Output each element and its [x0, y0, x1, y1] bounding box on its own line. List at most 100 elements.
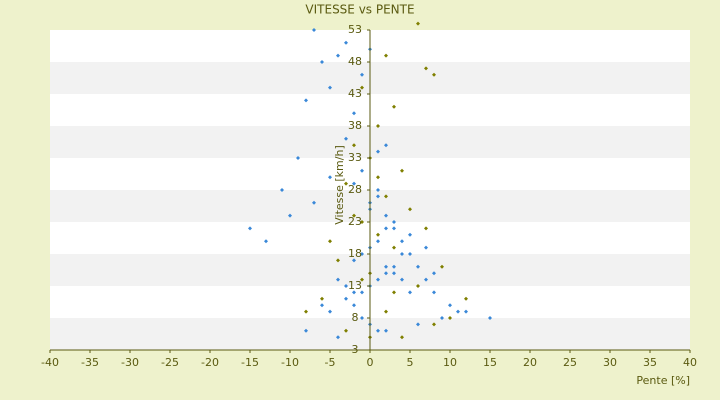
x-tick-label: 15: [483, 356, 497, 369]
point: [424, 277, 428, 282]
point: [352, 213, 356, 218]
x-tick-label: 25: [563, 356, 577, 369]
point: [392, 104, 396, 109]
point: [344, 328, 348, 333]
point: [416, 21, 420, 26]
x-tick-label: 30: [603, 356, 617, 369]
point: [248, 226, 252, 231]
point: [376, 124, 380, 128]
point: [416, 264, 420, 269]
x-tick-label: -25: [161, 356, 179, 369]
point: [432, 290, 436, 295]
y-tick-label: 28: [348, 183, 362, 196]
point: [384, 226, 388, 231]
point: [360, 220, 364, 224]
point: [392, 264, 396, 269]
y-axis-title: Vitesse [km/h]: [333, 145, 346, 225]
point: [392, 290, 396, 295]
point: [376, 149, 380, 154]
point: [408, 232, 412, 237]
point: [424, 226, 428, 231]
point: [352, 290, 356, 295]
point: [344, 136, 348, 141]
chart-title: VITESSE vs PENTE: [305, 3, 414, 17]
point: [464, 309, 468, 314]
point: [304, 98, 308, 103]
point: [408, 252, 412, 256]
point: [448, 303, 452, 308]
x-tick-label: -40: [41, 356, 59, 369]
point: [456, 309, 460, 314]
point: [360, 85, 364, 90]
point: [344, 40, 348, 45]
point: [408, 207, 412, 212]
y-tick-label: 23: [348, 215, 362, 228]
point: [264, 239, 268, 244]
y-tick-label: 53: [348, 23, 362, 36]
point: [360, 72, 364, 77]
point: [376, 188, 380, 192]
point: [432, 322, 436, 327]
y-tick-label: 33: [348, 151, 362, 164]
point: [376, 328, 380, 333]
point: [392, 271, 396, 276]
x-tick-label: -35: [81, 356, 99, 369]
point: [288, 213, 292, 218]
point: [424, 66, 428, 71]
point: [416, 322, 420, 327]
y-tick-label: 3: [352, 343, 359, 356]
point: [328, 309, 332, 314]
point: [360, 168, 364, 173]
x-tick-label: 10: [443, 356, 457, 369]
point: [304, 328, 308, 333]
x-tick-label: 35: [643, 356, 657, 369]
point: [384, 194, 388, 199]
point: [320, 296, 324, 301]
point: [352, 111, 356, 116]
point: [296, 156, 300, 160]
point: [312, 200, 316, 205]
point: [432, 271, 436, 276]
point: [384, 271, 388, 276]
point: [352, 181, 356, 186]
point: [360, 290, 364, 295]
x-tick-label: -5: [325, 356, 336, 369]
x-axis-title: Pente [%]: [636, 374, 690, 387]
point: [400, 335, 404, 340]
point: [376, 239, 380, 244]
point: [360, 277, 364, 282]
point: [336, 335, 340, 340]
point: [312, 28, 316, 32]
y-tick-label: 43: [348, 87, 362, 100]
point: [344, 296, 348, 301]
x-tick-label: 40: [683, 356, 697, 369]
point: [392, 226, 396, 231]
point: [344, 284, 348, 288]
point: [488, 316, 492, 320]
point: [448, 316, 452, 320]
y-tick-label: 8: [352, 311, 359, 324]
point: [392, 245, 396, 250]
point: [376, 277, 380, 282]
point: [320, 303, 324, 308]
point: [400, 252, 404, 256]
point: [432, 72, 436, 77]
point: [360, 316, 364, 320]
x-tick-label: -10: [281, 356, 299, 369]
point: [424, 245, 428, 250]
point: [384, 143, 388, 148]
point: [400, 239, 404, 244]
x-tick-label: 0: [367, 356, 374, 369]
point: [336, 277, 340, 282]
point: [384, 53, 388, 58]
x-tick-label: 5: [407, 356, 414, 369]
point: [384, 264, 388, 269]
y-tick-label: 13: [348, 279, 362, 292]
point: [352, 258, 356, 263]
point: [352, 303, 356, 308]
y-tick-label: 48: [348, 55, 362, 68]
point: [352, 143, 356, 148]
point: [328, 239, 332, 244]
point: [320, 60, 324, 64]
